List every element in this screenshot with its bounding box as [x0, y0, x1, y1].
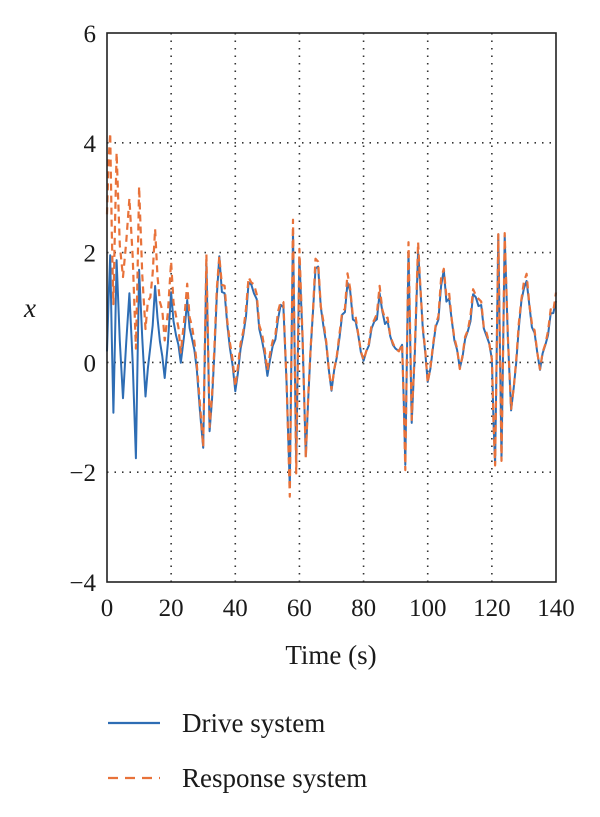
series-layer [105, 131, 558, 498]
y-tick-label: −4 [69, 570, 96, 597]
x-tick-label: 80 [351, 595, 376, 622]
x-tick-label: 60 [287, 595, 312, 622]
y-axis-label: x [23, 293, 36, 323]
x-tick-label: 140 [537, 595, 575, 622]
y-tick-label: 4 [84, 131, 97, 158]
plot-frame [106, 32, 557, 583]
x-tick-label: 0 [101, 595, 114, 622]
series-line-response [105, 131, 558, 498]
y-tick-label: 6 [84, 21, 97, 48]
legend: Drive system Response system [108, 708, 367, 793]
legend-label-response: Response system [182, 763, 367, 793]
x-tick-label: 120 [473, 595, 511, 622]
y-tick-label: −2 [69, 460, 96, 487]
y-tick-label: 0 [84, 350, 97, 377]
x-axis-label: Time (s) [285, 640, 376, 670]
y-tick-label: 2 [84, 241, 97, 268]
x-tick-label: 20 [159, 595, 184, 622]
x-tick-label: 40 [223, 595, 248, 622]
series-line-drive [106, 229, 557, 489]
x-tick-label: 100 [409, 595, 447, 622]
legend-label-drive: Drive system [182, 708, 325, 738]
grid-lines [107, 33, 556, 582]
